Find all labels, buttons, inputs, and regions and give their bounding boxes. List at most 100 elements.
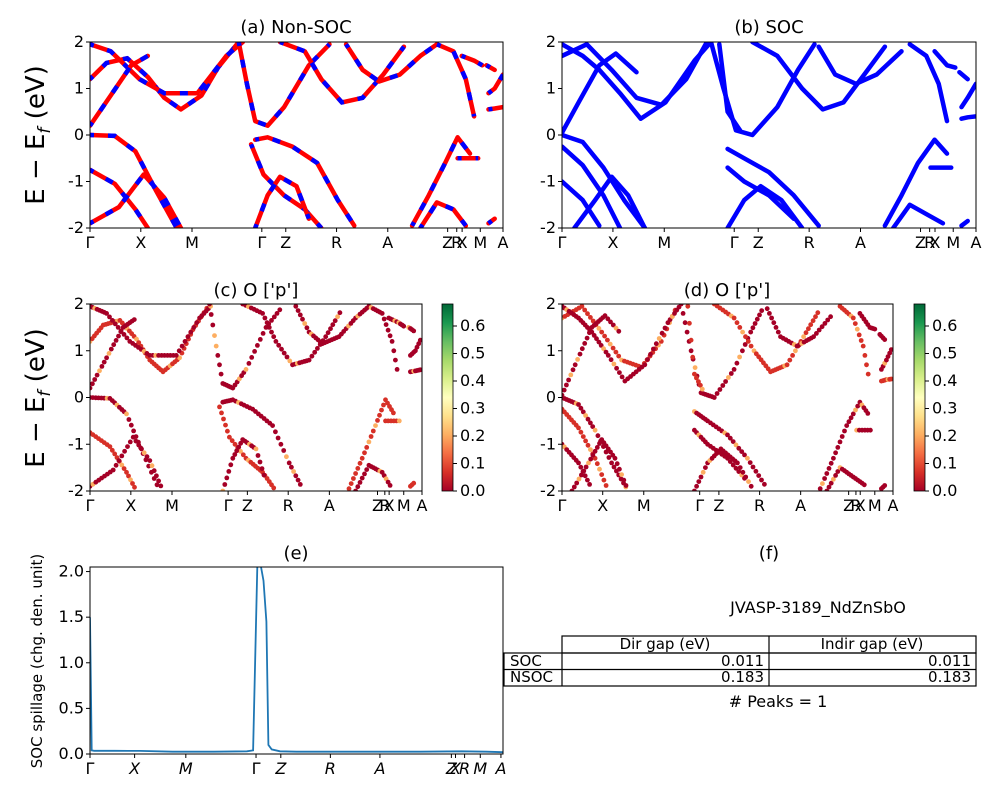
projection-point [263,325,269,330]
projection-point [111,342,117,348]
band-line-dashed [249,143,323,228]
x-tick-label: Γ [695,496,704,515]
projection-point [602,333,607,339]
projection-point [613,325,619,331]
colorbar-tick-label: 0.1 [460,454,485,473]
projection-point [645,357,650,362]
projection-point [606,455,612,460]
x-tick-label: X [449,759,462,778]
projection-point [185,334,191,340]
band-line-soc [959,218,970,228]
projection-point [104,311,109,316]
projection-point [309,353,315,359]
projection-point [808,322,814,328]
x-tick-label: M [397,496,411,515]
row-label-nsoc: NSOC [510,668,553,686]
projection-point [888,376,893,382]
projection-point [125,444,130,449]
projection-point [584,335,590,341]
projection-point [335,314,340,320]
x-tick-label: M [657,233,671,252]
y-tick-label: 1.0 [59,653,84,672]
projection-point [118,329,124,335]
projection-point [348,481,354,486]
projection-point [850,315,856,321]
projection-point [179,343,185,349]
projection-point [888,347,893,352]
panel-c-title: (c) O ['p'] [214,280,299,301]
projection-point [564,382,569,388]
projection-point [131,428,137,434]
projection-point [260,311,265,316]
projection-point [833,450,838,456]
projection-point [113,338,119,343]
projection-point [128,477,133,483]
colorbar-tick-label: 0.2 [932,426,957,445]
projection-point [379,311,385,316]
projection-point [694,375,699,381]
y-tick-label: -1 [68,434,84,453]
projection-point [619,374,625,380]
x-tick-label: X [597,496,608,515]
soc-indir-gap: 0.011 [928,652,971,670]
y-tick-label: 2 [74,32,84,51]
projection-point [825,317,831,323]
projection-point [790,353,795,358]
projection-point [97,368,102,374]
projection-point [750,325,756,331]
projection-point [136,442,142,448]
projection-point [582,307,588,313]
projection-point [291,469,296,474]
projection-point [230,455,236,461]
band-line-nonsoc [236,42,332,128]
projection-point [731,315,737,321]
projection-point [562,387,567,393]
projection-point [411,480,417,486]
x-tick-label: M [637,496,651,515]
projection-point [176,348,182,354]
band-line-soc [562,132,648,228]
projection-point [865,411,871,416]
colorbar-tick-label: 0.1 [932,454,957,473]
y-tick-label: 1.5 [59,607,84,626]
projection-point [154,482,160,488]
projection-point [837,439,843,445]
band-line-soc [717,42,743,133]
projection-point [315,346,320,351]
projection-point [745,455,750,461]
projection-point [737,465,743,470]
projection-point [601,346,606,352]
panel-f-title: (f) [759,543,779,564]
y-tick-label: -2 [68,218,84,237]
x-tick-label: A [888,496,899,515]
projection-point [90,381,95,387]
projection-point [730,439,736,444]
x-tick-label: M [868,496,882,515]
col-header-indir-gap: Indir gap (eV) [821,635,924,653]
projection-point [717,387,723,392]
projection-point [366,439,372,445]
x-tick-label: X [128,759,141,778]
projection-point [769,315,774,321]
projection-point [579,472,584,478]
band-line-dashed [90,170,183,228]
projection-point [278,441,284,447]
projection-point [597,441,602,446]
projection-point [852,321,858,326]
projection-point [253,446,259,452]
projection-point [566,377,571,383]
projection-point [614,461,620,467]
projection-point [742,342,748,347]
projection-point [108,346,114,352]
projection-point [698,382,703,388]
projection-point [325,330,331,336]
soc-dir-gap: 0.011 [721,652,764,670]
projection-point [580,409,586,415]
projection-point [720,383,726,388]
projection-point [284,454,289,460]
projection-point [293,473,299,479]
y-tick-label: 2.0 [59,562,84,581]
x-tick-label: X [607,233,618,252]
y-tick-label: -1 [540,434,556,453]
